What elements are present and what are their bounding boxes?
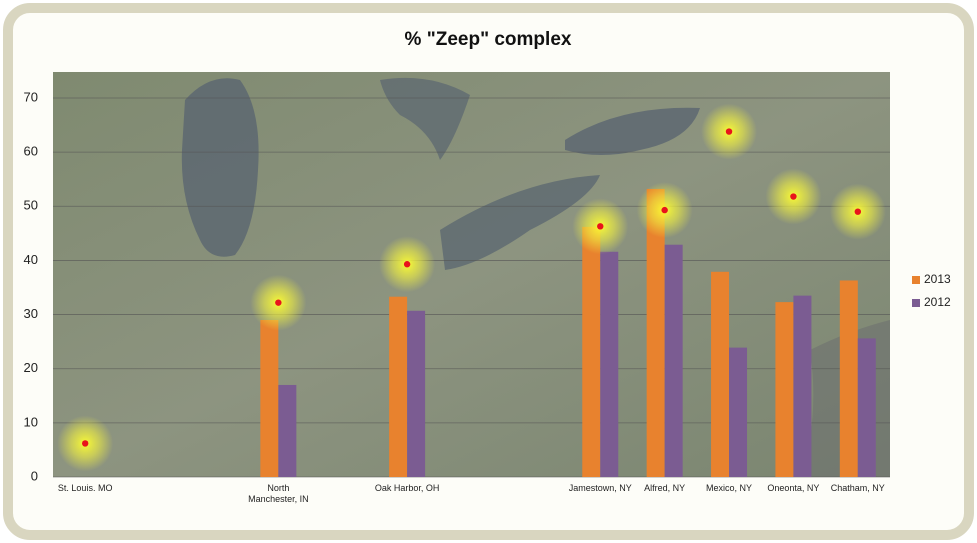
y-tick-label: 10 [24, 414, 38, 429]
y-tick-label: 50 [24, 198, 38, 213]
y-tick-label: 40 [24, 252, 38, 267]
bar [278, 384, 297, 477]
marker [790, 193, 797, 200]
y-tick-label: 20 [24, 360, 38, 375]
bar [839, 280, 858, 477]
legend-label: 2013 [924, 272, 951, 286]
x-tick-label: Jamestown, NY [568, 483, 632, 493]
x-tick-label: Oneonta, NY [767, 483, 820, 493]
y-tick-label: 70 [24, 89, 38, 104]
marker [854, 208, 862, 215]
marker [275, 299, 282, 306]
bar [646, 188, 665, 477]
x-tick-label: Chatham, NY [830, 483, 885, 493]
x-tick-label: St. Louis. MO [57, 483, 113, 493]
x-tick-label: Alfred, NY [644, 483, 686, 493]
marker [661, 206, 668, 214]
legend-swatch [912, 299, 920, 307]
bar [711, 271, 730, 477]
y-tick-label: 60 [24, 144, 38, 159]
marker [403, 261, 411, 268]
bar [582, 226, 601, 477]
marker [81, 440, 89, 447]
bar [729, 347, 748, 477]
bar [600, 251, 619, 477]
chart-title: % "Zeep" complex [405, 29, 572, 50]
x-tick-label: Mexico, NY [706, 483, 753, 493]
bar [775, 302, 794, 477]
map-background [53, 72, 890, 477]
bar [664, 244, 683, 477]
marker [597, 223, 604, 230]
y-tick-label: 30 [24, 306, 38, 321]
legend-swatch [912, 276, 920, 284]
bar [407, 310, 426, 477]
legend-label: 2012 [924, 295, 951, 309]
x-tick-label: Oak Harbor, OH [374, 483, 440, 493]
marker [725, 128, 733, 135]
bar [260, 319, 279, 477]
bar [389, 296, 408, 477]
y-tick-label: 0 [31, 468, 38, 483]
bar [793, 295, 812, 477]
bar [857, 338, 876, 477]
x-tick-label: North Manchester, IN [248, 483, 309, 504]
